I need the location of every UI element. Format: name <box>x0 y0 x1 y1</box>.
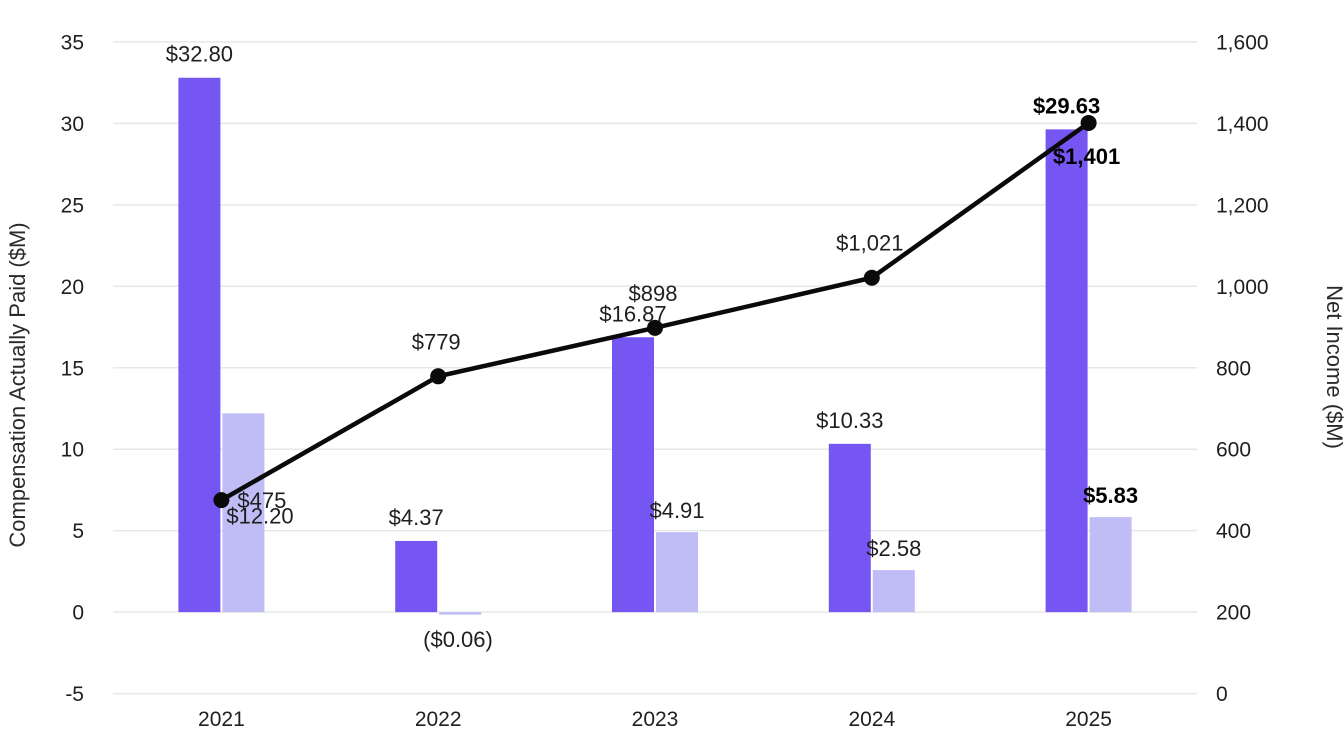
net-income-line-point-2025 <box>1080 114 1097 131</box>
compensation-actually-paid-bar-primary-2024 <box>828 443 871 613</box>
line-label-2021: $475 <box>237 488 286 513</box>
line-label-2023: $898 <box>629 281 678 306</box>
right-tick-label: 200 <box>1216 602 1251 625</box>
bar-label-secondary-2025: $5.83 <box>1083 483 1138 508</box>
right-tick-label: 1,400 <box>1216 113 1269 136</box>
left-axis-title: Compensation Actually Paid ($M) <box>5 222 30 547</box>
left-tick-label: 5 <box>72 520 84 543</box>
line-label-2025: $1,401 <box>1053 144 1120 169</box>
compensation-actually-paid-bar-primary-2021 <box>178 77 221 613</box>
net-income-line-point-2022 <box>430 368 447 385</box>
bar-label-primary-2022: $4.37 <box>389 505 444 530</box>
bar-label-secondary-2023: $4.91 <box>649 498 704 523</box>
net-income-line-point-2021 <box>213 492 230 509</box>
compensation-actually-paid-bar-primary-2025 <box>1045 129 1088 613</box>
net-income-line-point-2023 <box>647 319 663 336</box>
line-label-2022: $779 <box>412 329 461 354</box>
left-tick-label: 20 <box>61 276 84 299</box>
left-tick-label: 25 <box>61 194 84 217</box>
right-tick-label: 600 <box>1216 439 1251 462</box>
left-tick-label: 35 <box>61 31 84 54</box>
bar-label-primary-2024: $10.33 <box>816 408 883 433</box>
right-tick-label: 1,600 <box>1216 31 1269 54</box>
bar-series <box>178 77 1132 615</box>
right-tick-label: 1,200 <box>1216 194 1269 217</box>
right-tick-label: 1,000 <box>1216 276 1269 299</box>
left-tick-label: 15 <box>61 357 84 380</box>
compensation-actually-paid-bar-secondary-2022 <box>439 612 482 615</box>
gridlines <box>113 41 1197 695</box>
left-tick-label: 10 <box>61 439 84 462</box>
data-labels: $32.80 $4.37 $16.87 $10.33 $29.63 $12.20 ($0.0… <box>166 42 1138 652</box>
left-axis-ticks: 35 30 25 20 15 10 5 0 -5 <box>61 31 84 706</box>
line-series <box>213 114 1097 509</box>
right-axis-title: Net Income ($M) <box>1322 285 1344 449</box>
x-axis-labels: 2021 2022 2023 2024 2025 <box>198 708 1112 731</box>
x-axis-label-2023: 2023 <box>632 708 679 731</box>
bar-label-primary-2023: $16.87 <box>599 301 666 326</box>
left-tick-label: 30 <box>61 113 84 136</box>
bar-label-secondary-2022: ($0.06) <box>423 627 493 652</box>
x-axis-label-2021: 2021 <box>198 708 245 731</box>
right-tick-label: 800 <box>1216 357 1251 380</box>
bar-label-primary-2021: $32.80 <box>166 42 233 67</box>
compensation-actually-paid-bar-secondary-2023 <box>656 532 698 613</box>
right-tick-label: 0 <box>1216 683 1228 706</box>
x-axis-label-2022: 2022 <box>415 708 462 731</box>
bar-label-secondary-2024: $2.58 <box>866 536 921 561</box>
compensation-actually-paid-bar-primary-2022 <box>395 540 438 613</box>
left-tick-label: -5 <box>65 683 84 706</box>
bar-label-secondary-2021: $12.20 <box>226 504 293 529</box>
right-tick-label: 400 <box>1216 520 1251 543</box>
net-income-line-point-2024 <box>863 269 880 286</box>
compensation-actually-paid-bar-secondary-2025 <box>1089 517 1132 613</box>
compensation-actually-paid-bar-secondary-2021 <box>222 413 265 613</box>
compensation-actually-paid-bar-secondary-2024 <box>872 570 915 613</box>
compensation-actually-paid-bar-primary-2023 <box>612 337 654 613</box>
line-label-2024: $1,021 <box>836 231 903 256</box>
bar-label-primary-2025: $29.63 <box>1033 93 1100 118</box>
x-axis-label-2024: 2024 <box>848 708 895 731</box>
right-axis-ticks: 1,600 1,400 1,200 1,000 800 600 400 200 0 <box>1216 31 1269 706</box>
x-axis-label-2025: 2025 <box>1065 708 1112 731</box>
left-tick-label: 0 <box>72 602 84 625</box>
